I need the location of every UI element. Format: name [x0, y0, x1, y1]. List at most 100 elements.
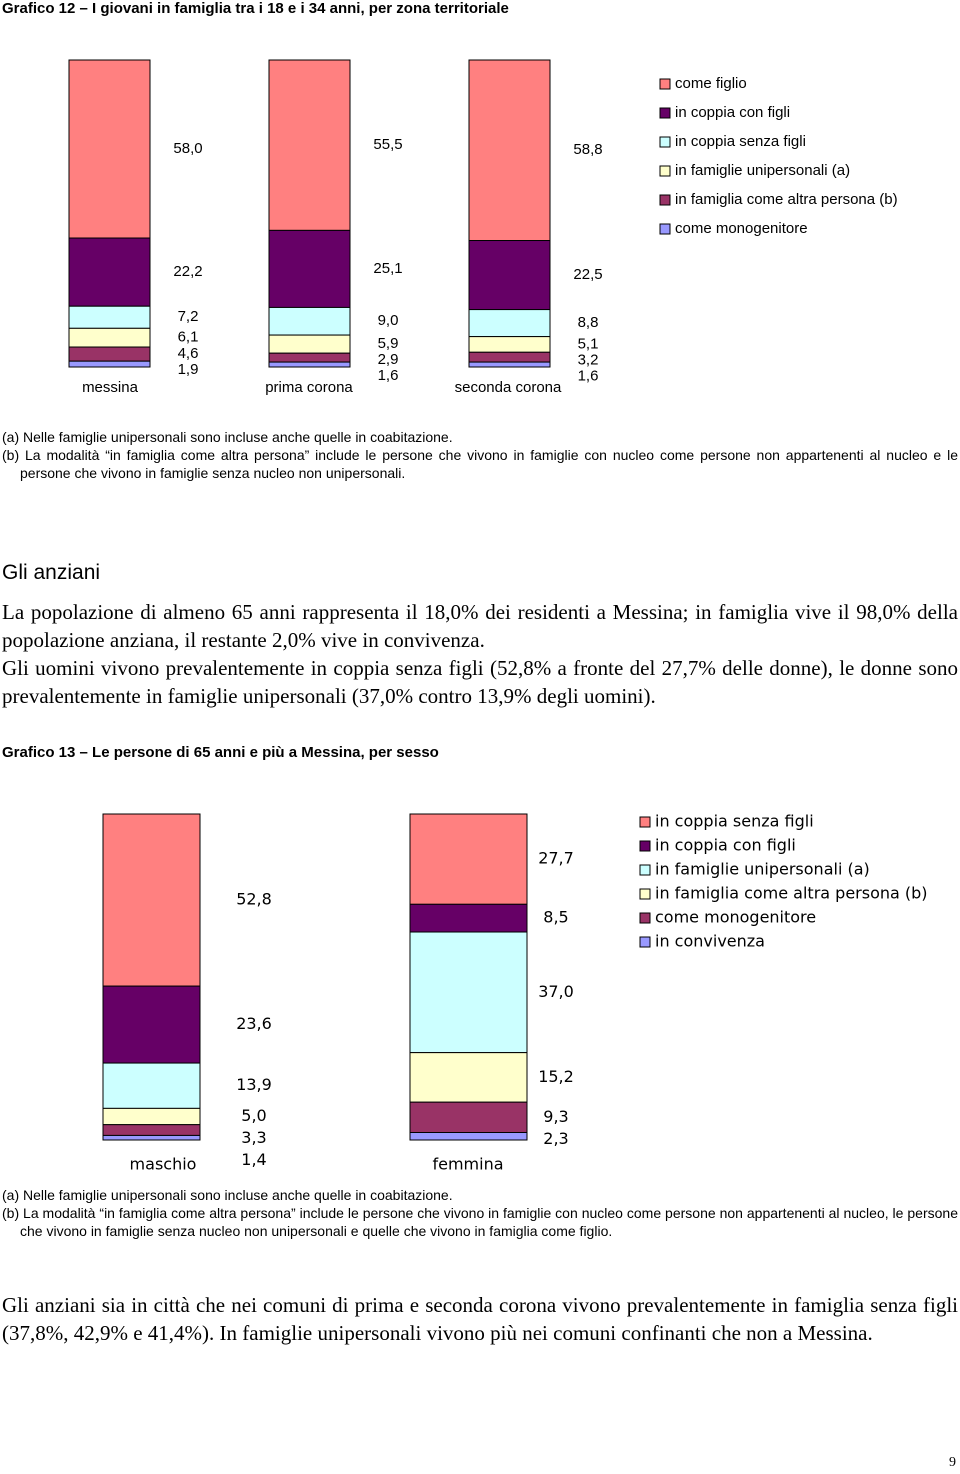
value-label: 4,6	[178, 345, 199, 362]
bar-segment	[102, 1124, 201, 1136]
value-label: 2,9	[378, 351, 399, 368]
legend-swatch	[639, 816, 651, 828]
legend-swatch	[659, 223, 671, 235]
value-label: 8,5	[543, 908, 568, 927]
value-label: 25,1	[373, 260, 402, 277]
note: (b) La modalità “in famiglia come altra …	[2, 1205, 958, 1239]
value-label: 2,3	[543, 1129, 568, 1148]
value-label: 23,6	[236, 1014, 272, 1033]
chart: 52,8 23,6 13,9 5,0 3,3 1,4 maschio 27,7 8,5 37,0 1…	[102, 812, 928, 1174]
value-label: 27,7	[538, 849, 574, 868]
bar-segment	[409, 813, 528, 905]
bar-segment	[468, 309, 551, 338]
legend-label: in famiglie unipersonali (a)	[655, 860, 870, 879]
value-label: 58,8	[573, 141, 602, 158]
bar-segment	[68, 305, 151, 329]
bar-segment	[102, 1107, 201, 1126]
value-label: 8,8	[578, 314, 599, 331]
legend-swatch	[659, 136, 671, 148]
category-label: maschio	[130, 1155, 197, 1174]
category-label: femmina	[432, 1155, 503, 1174]
bar-segment	[468, 59, 551, 242]
value-label: 37,0	[538, 982, 574, 1001]
value-label: 13,9	[236, 1075, 272, 1094]
legend-label: in famiglie unipersonali (a)	[675, 162, 850, 179]
bar-segment	[268, 361, 351, 368]
legend-swatch	[659, 78, 671, 90]
bar-segment	[468, 240, 551, 311]
page-number: 9	[949, 1455, 956, 1470]
value-label: 3,2	[578, 351, 599, 368]
paragraph: La popolazione di almeno 65 anni rappres…	[2, 600, 958, 652]
legend-swatch	[659, 194, 671, 206]
legend-label: in coppia senza figli	[655, 812, 814, 831]
value-label: 9,0	[378, 312, 399, 329]
paragraph: Gli uomini vivono prevalentemente in cop…	[2, 656, 958, 708]
bar-segment	[409, 1101, 528, 1134]
legend-label: in coppia con figli	[675, 104, 790, 121]
category-label: seconda corona	[455, 379, 562, 396]
legend-swatch	[639, 936, 651, 948]
legend-label: in coppia con figli	[655, 836, 796, 855]
bar-segment	[102, 985, 201, 1064]
note: (a) Nelle famiglie unipersonali sono inc…	[2, 429, 453, 445]
value-label: 3,3	[241, 1128, 266, 1147]
value-label: 58,0	[173, 140, 202, 157]
value-label: 52,8	[236, 890, 272, 909]
bar-segment	[409, 931, 528, 1054]
value-label: 22,5	[573, 266, 602, 283]
legend-swatch	[659, 165, 671, 177]
legend-label: come monogenitore	[675, 220, 808, 237]
legend-swatch	[639, 888, 651, 900]
legend-label: come figlio	[675, 75, 747, 92]
chart: 58,0 22,2 7,2 6,14,61,9 messina 55,5 25,1 9,0 5,…	[68, 59, 898, 396]
note: (a) Nelle famiglie unipersonali sono inc…	[2, 1187, 453, 1203]
value-label: 1,6	[578, 367, 599, 384]
value-label: 5,1	[578, 335, 599, 352]
bar-segment	[268, 59, 351, 231]
bar-segment	[409, 903, 528, 933]
value-label: 15,2	[538, 1067, 574, 1086]
chart-title: Grafico 12 – I giovani in famiglia tra i…	[2, 0, 509, 17]
legend-swatch	[659, 107, 671, 119]
value-label: 1,6	[378, 367, 399, 384]
bar-segment	[68, 327, 151, 348]
note: (b) La modalità “in famiglia come altra …	[2, 447, 958, 481]
legend-swatch	[639, 912, 651, 924]
bar-segment	[268, 306, 351, 336]
bar-segment	[68, 237, 151, 307]
category-label: prima corona	[265, 379, 353, 396]
value-label: 5,0	[241, 1106, 266, 1125]
bar-segment	[102, 813, 201, 987]
legend-label: come monogenitore	[655, 908, 816, 927]
category-label: messina	[82, 379, 139, 396]
bar-segment	[68, 360, 151, 368]
value-label: 22,2	[173, 263, 202, 280]
legend-label: in famiglia come altra persona (b)	[655, 884, 928, 903]
value-label: 55,5	[373, 136, 402, 153]
bar-segment	[409, 1132, 528, 1141]
value-label: 7,2	[178, 308, 199, 325]
bar-segment	[468, 336, 551, 353]
bar-segment	[268, 352, 351, 363]
value-label: 9,3	[543, 1107, 568, 1126]
bar-segment	[268, 229, 351, 308]
bar-segment	[468, 351, 551, 363]
bar-segment	[409, 1052, 528, 1103]
legend-label: in coppia senza figli	[675, 133, 806, 150]
bar-segment	[468, 361, 551, 368]
bar-segment	[102, 1134, 201, 1141]
heading: Gli anziani	[2, 561, 101, 584]
bar-segment	[102, 1062, 201, 1109]
paragraph: Gli anziani sia in città che nei comuni …	[2, 1293, 958, 1345]
bar-segment	[68, 59, 151, 239]
bar-segment	[268, 334, 351, 354]
legend-label: in famiglia come altra persona (b)	[675, 191, 898, 208]
legend-label: in convivenza	[655, 932, 765, 951]
value-label: 5,9	[378, 335, 399, 352]
value-label: 6,1	[178, 329, 199, 346]
bar-segment	[68, 346, 151, 362]
value-label: 1,4	[241, 1150, 266, 1169]
legend-swatch	[639, 864, 651, 876]
